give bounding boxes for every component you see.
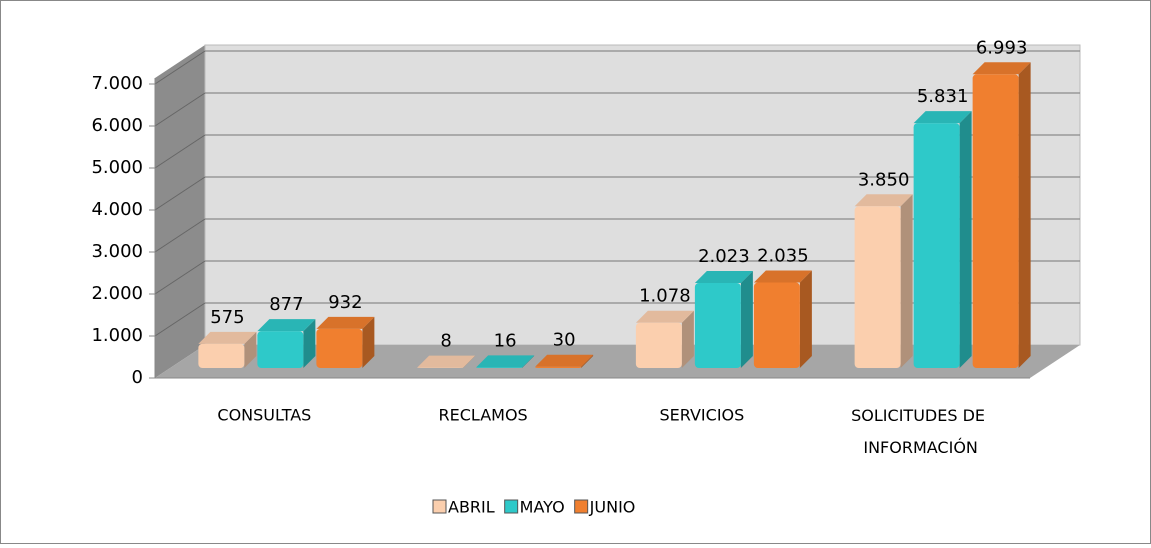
y-tick-label: 6.000 xyxy=(91,115,143,136)
side-wall xyxy=(155,45,205,378)
value-label: 932 xyxy=(328,292,362,313)
y-tick-label: 5.000 xyxy=(91,157,143,178)
x-tick-line: INFORMACIÓN xyxy=(863,438,978,457)
x-tick-label: CONSULTAS xyxy=(217,406,311,425)
value-label: 8 xyxy=(440,331,451,352)
legend-swatch xyxy=(505,500,518,513)
x-tick-line: SOLICITUDES DE xyxy=(851,406,990,425)
bar-side xyxy=(800,271,812,368)
bar xyxy=(855,206,901,368)
legend-swatch xyxy=(433,500,446,513)
value-label: 5.831 xyxy=(917,86,969,107)
bar-side xyxy=(960,111,972,368)
y-tick-label: 3.000 xyxy=(91,241,143,262)
y-tick-label: 4.000 xyxy=(91,199,143,220)
bar xyxy=(257,331,303,368)
value-label: 2.035 xyxy=(757,246,809,267)
y-tick-label: 0 xyxy=(132,367,143,388)
y-tick-label: 2.000 xyxy=(91,283,143,304)
bar xyxy=(636,323,682,368)
bar xyxy=(695,283,741,368)
value-label: 2.023 xyxy=(698,246,750,267)
legend-label: MAYO xyxy=(520,498,565,517)
legend-label: ABRIL xyxy=(448,498,495,517)
value-label: 6.993 xyxy=(976,37,1028,58)
bar xyxy=(973,74,1019,368)
bar xyxy=(535,367,581,368)
legend-swatch xyxy=(575,500,588,513)
y-tick-label: 7.000 xyxy=(91,73,143,94)
value-label: 575 xyxy=(210,307,244,328)
value-label: 877 xyxy=(269,294,303,315)
value-label: 16 xyxy=(494,330,517,351)
value-label: 30 xyxy=(553,330,576,351)
x-tick-label: SERVICIOS xyxy=(659,406,744,425)
value-label: 3.850 xyxy=(858,169,910,190)
bar-side xyxy=(1019,62,1031,368)
y-tick-label: 1.000 xyxy=(91,325,143,346)
bar xyxy=(914,123,960,368)
bar-side xyxy=(901,194,913,368)
x-tick-label: RECLAMOS xyxy=(439,406,528,425)
legend-label: JUNIO xyxy=(589,498,636,517)
value-label: 1.078 xyxy=(639,286,691,307)
bar xyxy=(476,367,522,368)
bar-side xyxy=(741,271,753,368)
bar xyxy=(316,329,362,368)
bar xyxy=(198,344,244,368)
bar xyxy=(754,283,800,368)
